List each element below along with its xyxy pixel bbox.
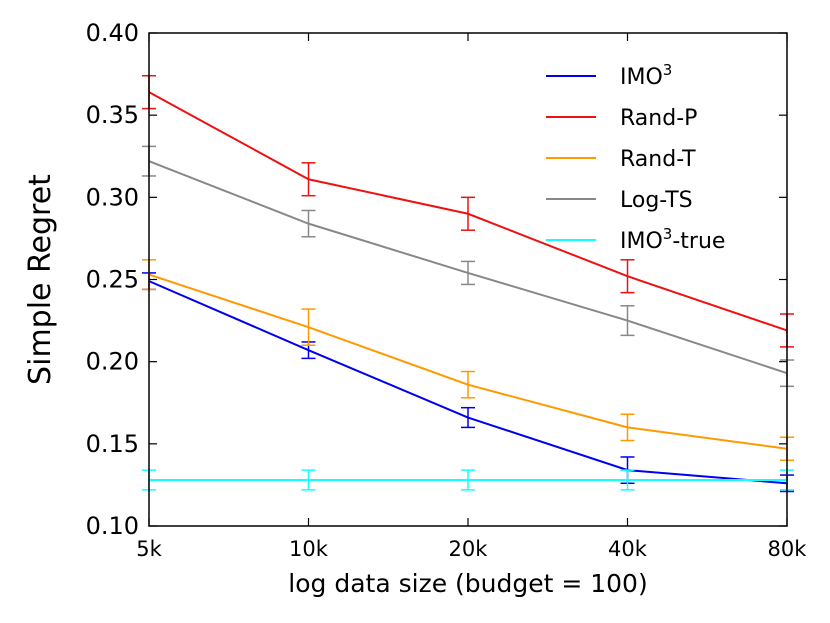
- legend-label: Rand-T: [620, 147, 696, 172]
- legend-superscript: 3: [663, 61, 673, 79]
- legend-superscript: 3: [663, 225, 673, 243]
- y-axis: 0.10 0.15 0.20 0.25 0.30 0.35 0.40: [86, 19, 787, 540]
- legend-name: Rand-P: [620, 106, 697, 131]
- y-tick-label: 0.35: [86, 101, 139, 129]
- legend-label: IMO3: [620, 61, 672, 90]
- plot-marks: [142, 74, 794, 493]
- series-imo-true: [142, 469, 794, 491]
- series-log-ts: [142, 145, 794, 388]
- x-tick-label: 40k: [608, 537, 648, 561]
- legend-label: IMO3-true: [620, 225, 725, 254]
- x-tick-label: 20k: [449, 537, 489, 561]
- legend-label: Rand-P: [620, 106, 697, 131]
- y-axis-label: Simple Regret: [23, 174, 58, 385]
- x-axis-label: log data size (budget = 100): [288, 569, 647, 598]
- x-tick-label: 5k: [136, 537, 162, 561]
- x-tick-label: 10k: [289, 537, 329, 561]
- legend-name: Log-TS: [620, 188, 693, 213]
- y-tick-label: 0.15: [86, 430, 139, 458]
- legend-suffix: -true: [672, 229, 725, 254]
- legend-label: Log-TS: [620, 188, 693, 213]
- legend-name: IMO: [620, 229, 663, 254]
- legend-name: IMO: [620, 65, 663, 90]
- series-rand-t: [142, 259, 794, 462]
- y-tick-label: 0.20: [86, 348, 139, 376]
- legend-name: Rand-T: [620, 147, 696, 172]
- y-tick-label: 0.40: [86, 19, 139, 47]
- y-tick-label: 0.10: [86, 512, 139, 540]
- x-axis: 5k 10k 20k 40k 80k: [136, 33, 807, 561]
- x-tick-label: 80k: [768, 537, 808, 561]
- y-tick-label: 0.30: [86, 183, 139, 211]
- y-tick-label: 0.25: [86, 266, 139, 294]
